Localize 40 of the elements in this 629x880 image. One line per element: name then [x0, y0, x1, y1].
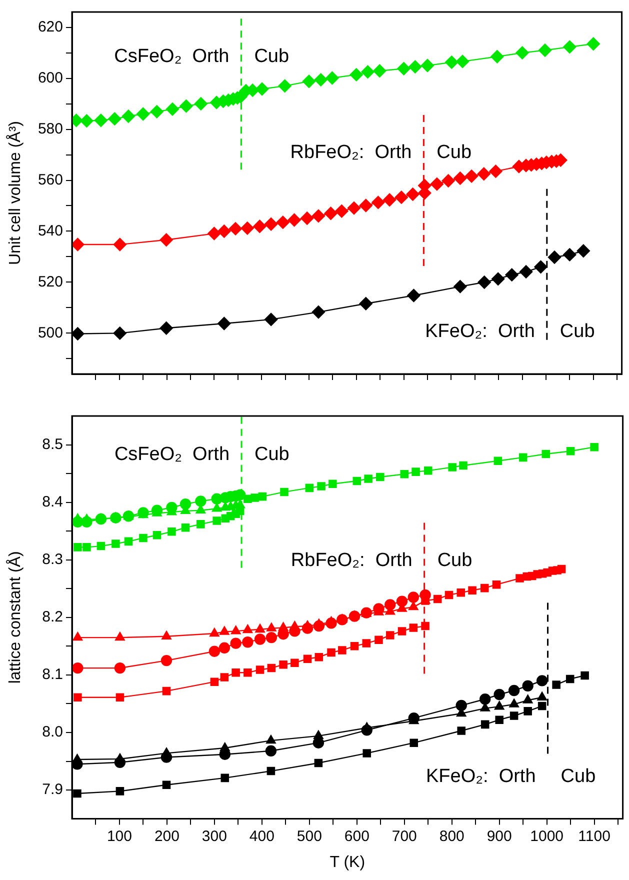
annotation: Cub	[560, 766, 596, 788]
y-tick-label: 560	[38, 171, 63, 188]
x-tick-label: 700	[392, 828, 417, 845]
y-tick-label: 8.3	[42, 551, 63, 568]
y-tick-label: 600	[38, 69, 63, 86]
y-axis-title: lattice constant (Å)	[6, 551, 24, 684]
x-tick-label: 600	[344, 828, 370, 845]
y-tick-label: 8.0	[42, 724, 63, 741]
y-axis-title: Unit cell volume (Å³)	[6, 120, 24, 266]
x-tick-label: 200	[154, 828, 180, 845]
y-tick-label: 520	[38, 273, 63, 290]
x-tick-label: 1100	[578, 828, 610, 845]
x-tick-label: 500	[296, 828, 322, 845]
y-tick-label: 8.2	[42, 608, 63, 626]
y-tick-label: 7.9	[42, 781, 63, 798]
x-tick-label: 100	[106, 828, 132, 845]
y-tick-label: 580	[38, 120, 63, 138]
annotation: Cub	[436, 142, 472, 164]
x-axis-title: T (K)	[330, 854, 366, 871]
annotation: CsFeO₂ Orth	[114, 46, 230, 67]
annotation: Cub	[254, 444, 290, 466]
annotation: Cub	[560, 321, 595, 342]
annotation: RbFeO₂: Orth	[290, 142, 412, 164]
annotation: KFeO₂: Orth	[425, 321, 535, 342]
y-tick-label: 8.5	[42, 436, 63, 453]
x-tick-label: 300	[202, 828, 227, 845]
x-tick-label: 800	[439, 828, 464, 845]
annotation: Cub	[437, 550, 472, 571]
annotation: CsFeO₂ Orth	[114, 444, 230, 466]
y-tick-label: 8.1	[42, 666, 63, 684]
y-tick-label: 540	[38, 222, 63, 240]
x-tick-label: 1000	[530, 828, 564, 845]
y-tick-label: 8.4	[42, 493, 63, 510]
annotation: RbFeO₂: Orth	[290, 550, 412, 571]
annotation: KFeO₂: Orth	[426, 766, 536, 788]
y-tick-label: 500	[38, 324, 63, 342]
annotation: Cub	[254, 46, 290, 67]
x-tick-label: 400	[249, 828, 274, 845]
x-tick-label: 900	[486, 828, 512, 845]
y-tick-label: 620	[38, 18, 63, 36]
